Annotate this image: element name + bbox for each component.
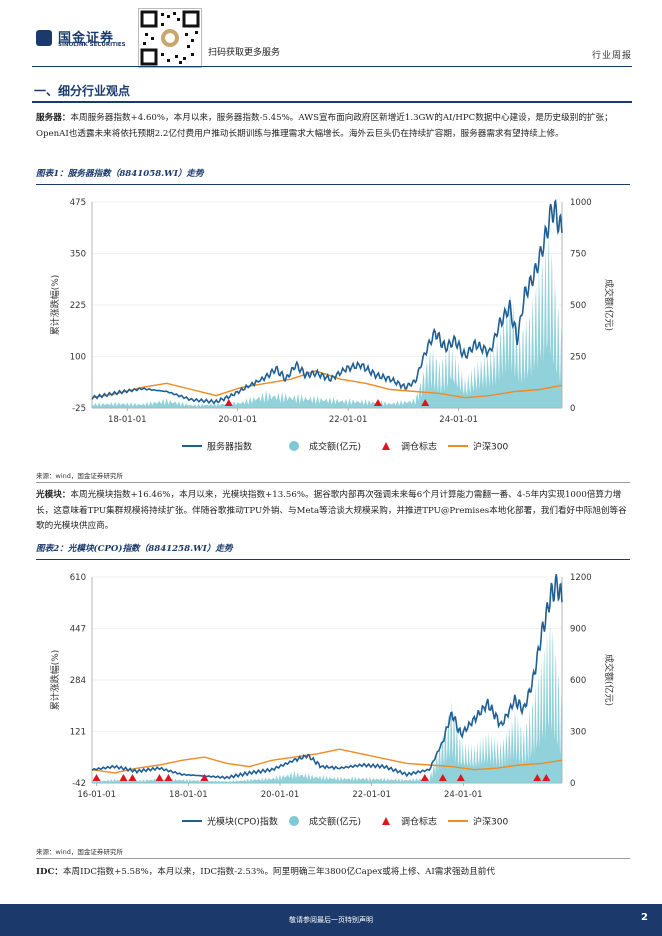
rebalance-marker bbox=[420, 774, 429, 781]
optical-text: 本周光模块指数+16.46%，本月以来，光模块指数+13.56%。据谷歌内部再次… bbox=[36, 490, 627, 531]
report-type: 行业周报 bbox=[591, 51, 632, 61]
rebalance-marker bbox=[542, 774, 551, 781]
left-tick-label: -25 bbox=[72, 404, 86, 414]
server-index-chart: -25 100 225 350 475 0 250 500 750 1000 18-01-01 20-… bbox=[49, 198, 615, 453]
legend-label: 调仓标志 bbox=[401, 816, 437, 828]
legend-marker-swatch bbox=[382, 817, 390, 825]
idc-text: 本周IDC指数+5.58%，本月以来，IDC指数-2.53%。阿里明确三年380… bbox=[62, 867, 495, 877]
optical-paragraph: 光模块：本周光模块指数+16.46%，本月以来，光模块指数+13.56%。据谷歌… bbox=[36, 488, 630, 535]
rebalance-marker bbox=[92, 774, 101, 781]
volume-area bbox=[92, 235, 562, 408]
rebalance-marker bbox=[373, 399, 382, 406]
x-tick-label: 24-01-01 bbox=[444, 790, 483, 800]
figure1-source: 来源：wind，国金证券研究所 bbox=[36, 472, 123, 480]
figure1-bottom-rule bbox=[36, 482, 630, 483]
right-tick-label: 250 bbox=[570, 353, 586, 363]
page-number: 2 bbox=[641, 912, 648, 923]
right-tick-label: 750 bbox=[570, 250, 586, 260]
x-tick-label: 20-01-01 bbox=[261, 790, 300, 800]
logo-icon bbox=[36, 30, 52, 46]
right-tick-label: 0 bbox=[570, 404, 575, 414]
left-tick-label: 225 bbox=[70, 301, 86, 311]
rebalance-marker bbox=[128, 774, 137, 781]
logo-cn: 国金证券 bbox=[58, 31, 115, 46]
legend-label: 沪深300 bbox=[473, 816, 508, 828]
server-paragraph: 服务器：本周服务器指数+4.60%，本月以来，服务器指数-5.45%。AWS宣布… bbox=[36, 111, 630, 142]
figure2-title: 图表2：光模块(CPO)指数（8841258.WI）走势 bbox=[36, 544, 233, 554]
index-line bbox=[91, 574, 563, 780]
left-tick-label: 610 bbox=[70, 573, 86, 583]
server-label: 服务器： bbox=[36, 113, 71, 123]
right-tick-label: 1000 bbox=[570, 198, 592, 208]
legend-marker-swatch bbox=[382, 442, 390, 450]
left-tick-label: 121 bbox=[70, 728, 86, 738]
left-tick-label: 100 bbox=[70, 353, 86, 363]
legend-label: 成交额(亿元) bbox=[309, 441, 361, 453]
legend-volume-swatch bbox=[289, 441, 299, 451]
rebalance-marker bbox=[119, 774, 128, 781]
footer-text: 敬请参阅最后一页特别声明 bbox=[289, 916, 373, 924]
server-text: 本周服务器指数+4.60%，本月以来，服务器指数-5.45%。AWS宣布面向政府… bbox=[36, 113, 613, 139]
legend-volume-swatch bbox=[289, 816, 299, 826]
right-axis-title: 成交额(亿元) bbox=[603, 279, 615, 331]
index-line bbox=[91, 198, 563, 405]
left-axis-title: 累计涨跌幅(%) bbox=[49, 650, 61, 711]
x-tick-label: 24-01-01 bbox=[439, 415, 478, 425]
csi300-line bbox=[91, 748, 563, 774]
x-tick-label: 16-01-01 bbox=[77, 790, 116, 800]
right-tick-label: 1200 bbox=[570, 573, 592, 583]
scan-text: 扫码获取更多服务 bbox=[208, 48, 281, 58]
x-tick-label: 20-01-01 bbox=[218, 415, 257, 425]
figure2-bottom-rule bbox=[36, 858, 630, 859]
rebalance-marker bbox=[155, 774, 164, 781]
header-divider bbox=[32, 66, 632, 67]
rebalance-marker bbox=[438, 774, 447, 781]
section-divider bbox=[32, 101, 632, 103]
figure1-rule bbox=[36, 184, 630, 185]
rebalance-marker bbox=[200, 774, 209, 781]
left-tick-label: -42 bbox=[72, 779, 86, 789]
x-tick-label: 22-01-01 bbox=[329, 415, 368, 425]
x-tick-label: 22-01-01 bbox=[352, 790, 391, 800]
legend-label: 光模块(CPO)指数 bbox=[207, 816, 278, 828]
legend-label: 沪深300 bbox=[473, 441, 508, 453]
rebalance-marker bbox=[224, 399, 233, 406]
right-tick-label: 300 bbox=[570, 728, 586, 738]
left-axis-title: 累计涨跌幅(%) bbox=[49, 275, 61, 336]
right-tick-label: 900 bbox=[570, 625, 586, 635]
left-tick-label: 447 bbox=[70, 625, 86, 635]
rebalance-marker bbox=[164, 774, 173, 781]
x-tick-label: 18-01-01 bbox=[169, 790, 208, 800]
optical-label: 光模块： bbox=[36, 490, 71, 500]
right-tick-label: 500 bbox=[570, 301, 586, 311]
optical-index-chart: -42 121 284 447 610 0 300 600 900 1200 16-01-01 18-… bbox=[49, 573, 615, 828]
rebalance-marker bbox=[421, 399, 430, 406]
figure2-rule bbox=[36, 559, 630, 560]
right-axis-title: 成交额(亿元) bbox=[603, 654, 615, 706]
logo-en: SINOLINK SECURITIES bbox=[58, 42, 126, 48]
legend-label: 成交额(亿元) bbox=[309, 816, 361, 828]
qr-code-icon[interactable] bbox=[138, 8, 202, 68]
section-title: 一、细分行业观点 bbox=[34, 84, 131, 98]
right-tick-label: 600 bbox=[570, 676, 586, 686]
legend-label: 服务器指数 bbox=[207, 441, 252, 453]
right-tick-label: 0 bbox=[570, 779, 575, 789]
left-tick-label: 475 bbox=[70, 198, 86, 208]
left-tick-label: 350 bbox=[70, 250, 86, 260]
volume-area bbox=[92, 619, 562, 783]
idc-paragraph: IDC：本周IDC指数+5.58%，本月以来，IDC指数-2.53%。阿里明确三… bbox=[36, 865, 630, 881]
idc-label: IDC： bbox=[36, 867, 63, 877]
figure2-source: 来源：wind，国金证券研究所 bbox=[36, 848, 123, 856]
legend-label: 调仓标志 bbox=[401, 441, 437, 453]
figure1-title: 图表1：服务器指数（8841058.WI）走势 bbox=[36, 169, 204, 179]
rebalance-marker bbox=[456, 774, 465, 781]
rebalance-marker bbox=[533, 774, 542, 781]
x-tick-label: 18-01-01 bbox=[108, 415, 147, 425]
left-tick-label: 284 bbox=[70, 676, 86, 686]
footer-bar bbox=[0, 904, 662, 936]
